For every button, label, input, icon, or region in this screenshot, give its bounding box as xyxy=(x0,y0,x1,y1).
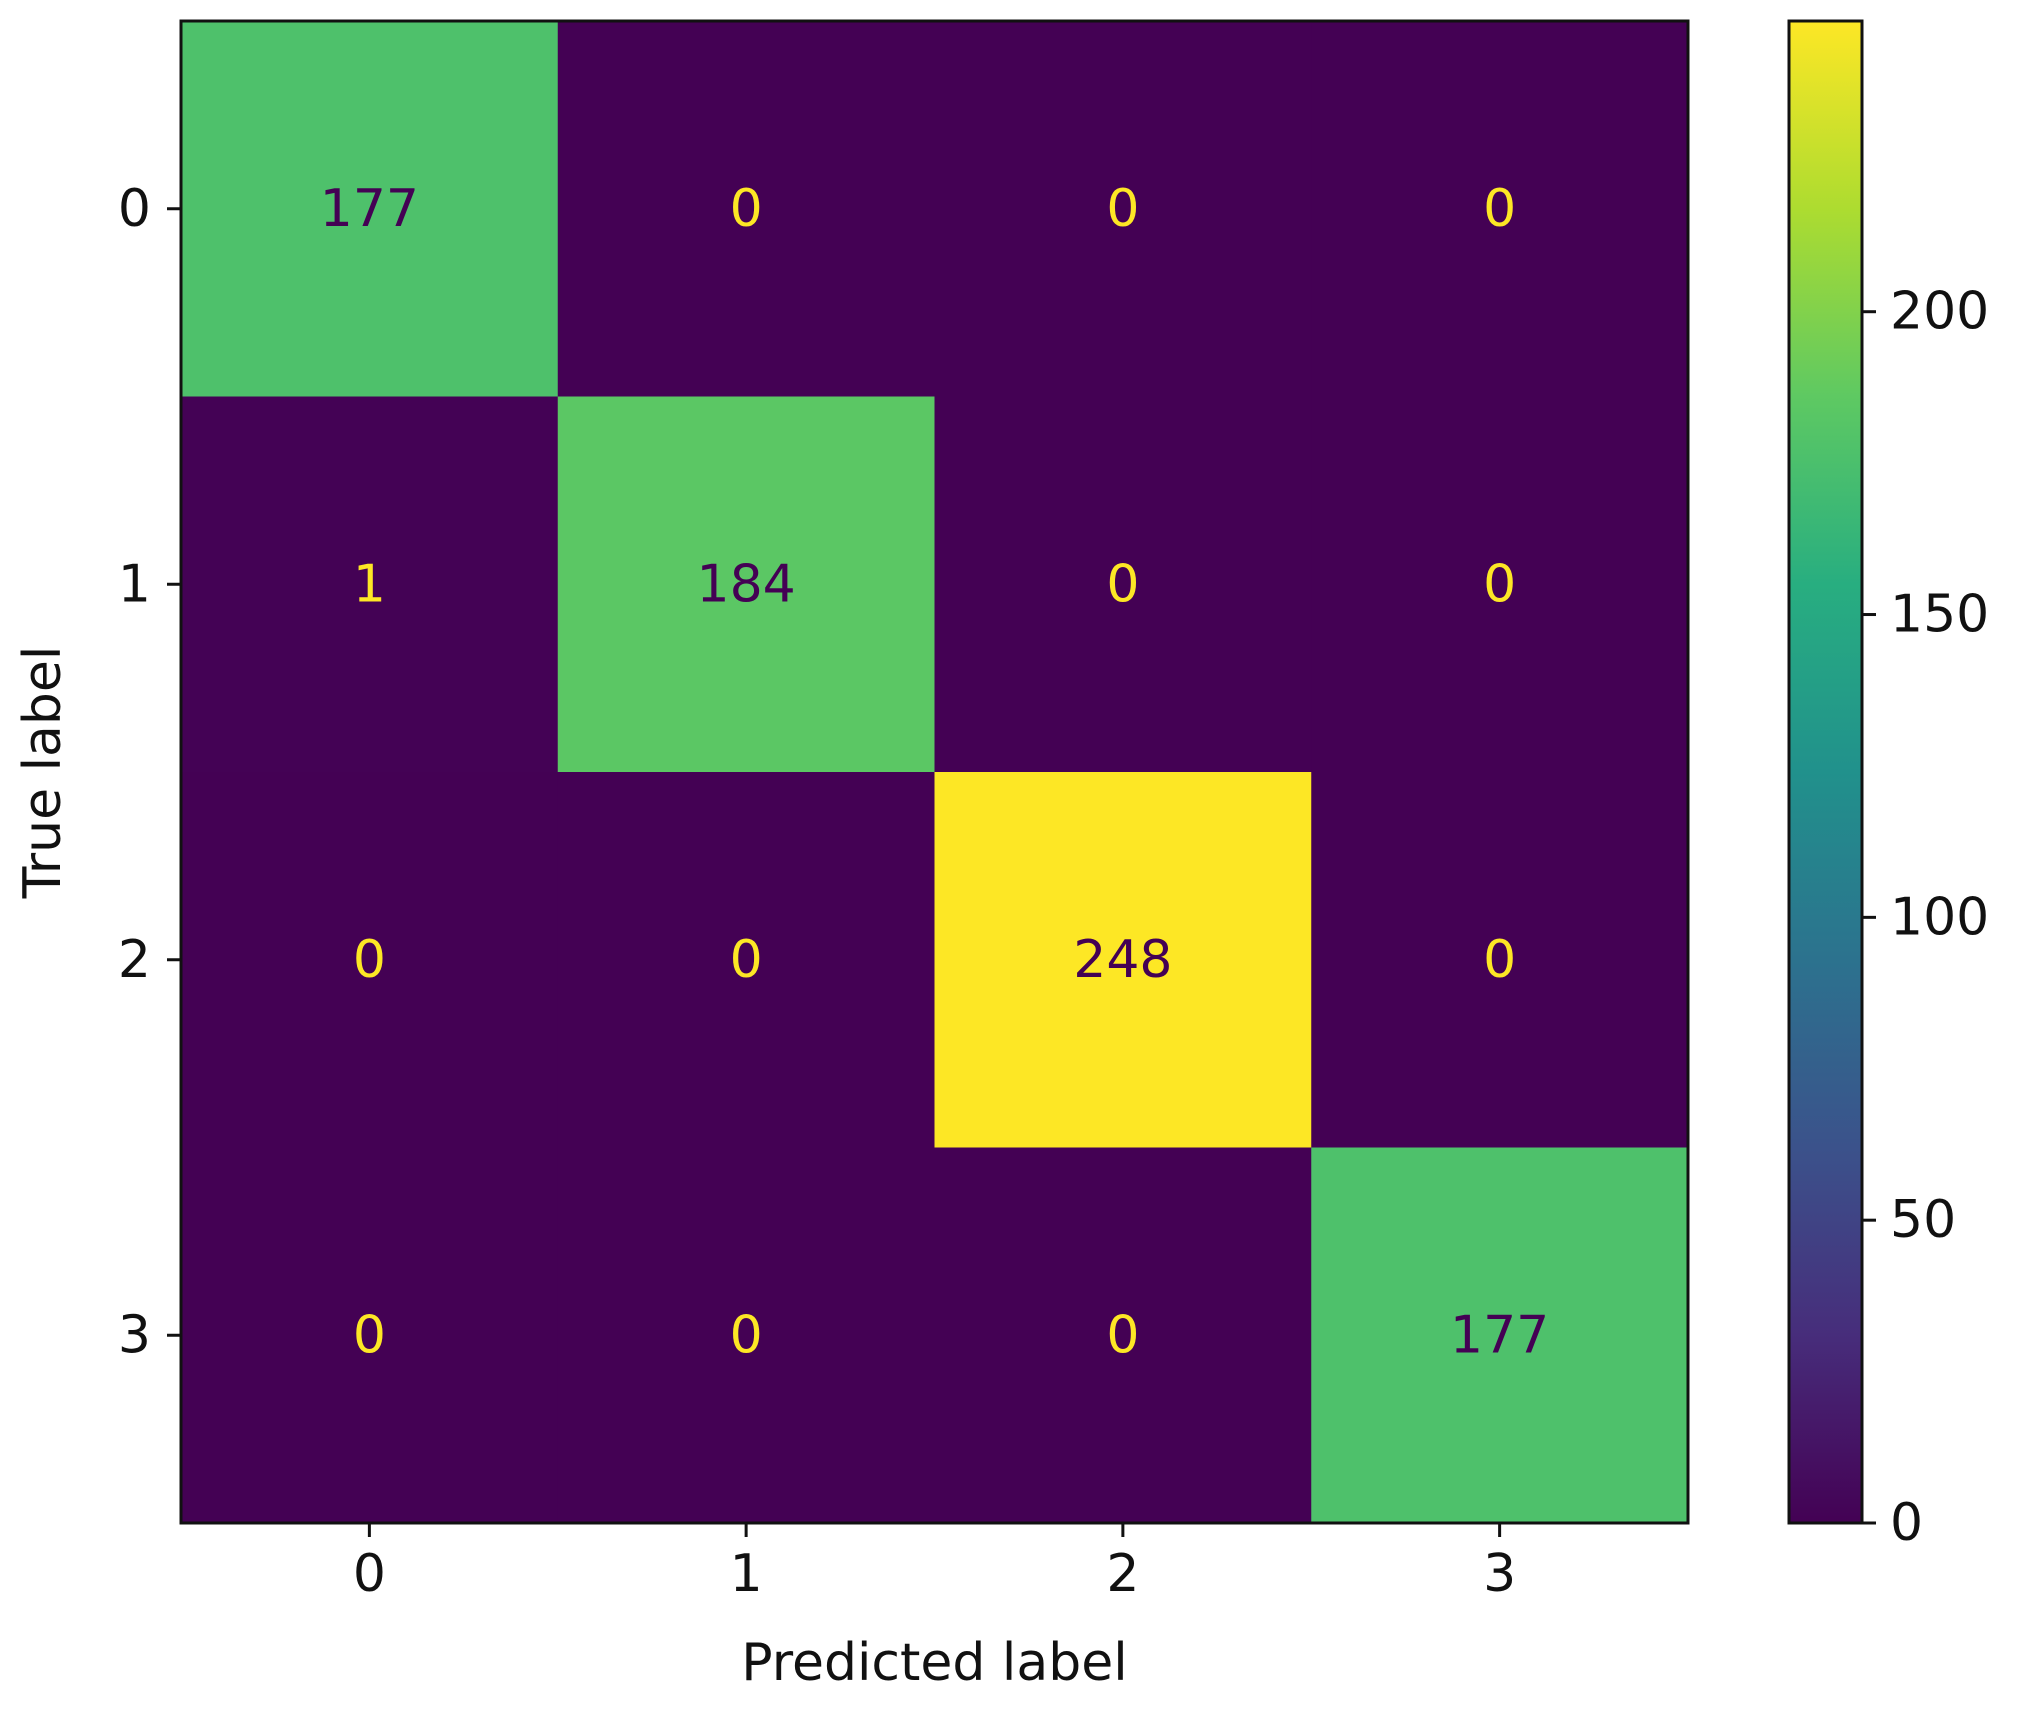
colorbar-tick-label: 200 xyxy=(1890,282,1989,342)
plot-frame xyxy=(179,19,1690,1525)
heatmap-cell-2-1 xyxy=(557,772,936,1149)
cell-value-3-0: 0 xyxy=(353,1305,386,1365)
cell-value-0-3: 0 xyxy=(1483,179,1516,239)
cell-value-3-3: 177 xyxy=(1450,1305,1549,1365)
x-axis-label: Predicted label xyxy=(741,1633,1127,1693)
colorbar-ticks: 0 50 100 150 200 xyxy=(1862,282,1989,1553)
y-axis-label: True label xyxy=(13,646,73,900)
colorbar-tick-label: 0 xyxy=(1890,1493,1923,1553)
heatmap-cell-3-0 xyxy=(181,1147,559,1524)
colorbar-tick-label: 100 xyxy=(1890,887,1989,947)
cell-value-2-0: 0 xyxy=(353,930,386,990)
colorbar xyxy=(1787,19,1864,1525)
heatmap-cells xyxy=(181,21,1689,1524)
colorbar-tick-label: 50 xyxy=(1890,1190,1956,1250)
cell-value-1-3: 0 xyxy=(1483,554,1516,614)
cell-value-0-0: 177 xyxy=(320,179,419,239)
y-tick-label: 3 xyxy=(118,1305,151,1365)
x-tick-label: 1 xyxy=(730,1544,763,1604)
heatmap-cell-1-0 xyxy=(181,396,559,773)
x-tick-label: 3 xyxy=(1483,1544,1516,1604)
cell-value-1-1: 184 xyxy=(696,554,795,614)
heatmap-cell-2-3 xyxy=(1311,772,1689,1149)
cell-value-2-2: 248 xyxy=(1073,930,1172,990)
colorbar-tick-label: 150 xyxy=(1890,585,1989,645)
heatmap-cell-0-1 xyxy=(557,21,936,398)
heatmap-cell-1-1 xyxy=(557,396,936,773)
cell-value-2-1: 0 xyxy=(730,930,763,990)
cell-value-3-2: 0 xyxy=(1106,1305,1139,1365)
cell-value-labels: 177 0 0 0 1 184 0 0 0 0 248 0 0 0 0 177 xyxy=(320,179,1550,1366)
y-tick-label: 1 xyxy=(118,554,151,614)
heatmap-cell-0-2 xyxy=(934,21,1312,398)
cell-value-1-0: 1 xyxy=(353,554,386,614)
cell-value-1-2: 0 xyxy=(1106,554,1139,614)
heatmap-cell-0-3 xyxy=(1311,21,1689,398)
y-tick-label: 0 xyxy=(118,179,151,239)
heatmap-cell-1-3 xyxy=(1311,396,1689,773)
heatmap-cell-3-3 xyxy=(1311,1147,1689,1524)
heatmap-cell-1-2 xyxy=(934,396,1312,773)
heatmap-cell-3-2 xyxy=(934,1147,1312,1524)
x-tick-label: 0 xyxy=(353,1544,386,1604)
x-tick-label: 2 xyxy=(1106,1544,1139,1604)
y-axis-ticks: 0 1 2 3 xyxy=(118,179,181,1365)
y-tick-label: 2 xyxy=(118,930,151,990)
cell-value-0-2: 0 xyxy=(1106,179,1139,239)
cell-value-3-1: 0 xyxy=(730,1305,763,1365)
heatmap-cell-2-0 xyxy=(181,772,559,1149)
cell-value-2-3: 0 xyxy=(1483,930,1516,990)
heatmap-cell-3-1 xyxy=(557,1147,936,1524)
heatmap-cell-2-2 xyxy=(934,772,1312,1149)
heatmap-cell-0-0 xyxy=(181,21,559,398)
x-axis-ticks: 0 1 2 3 xyxy=(353,1523,1516,1604)
cell-value-0-1: 0 xyxy=(730,179,763,239)
